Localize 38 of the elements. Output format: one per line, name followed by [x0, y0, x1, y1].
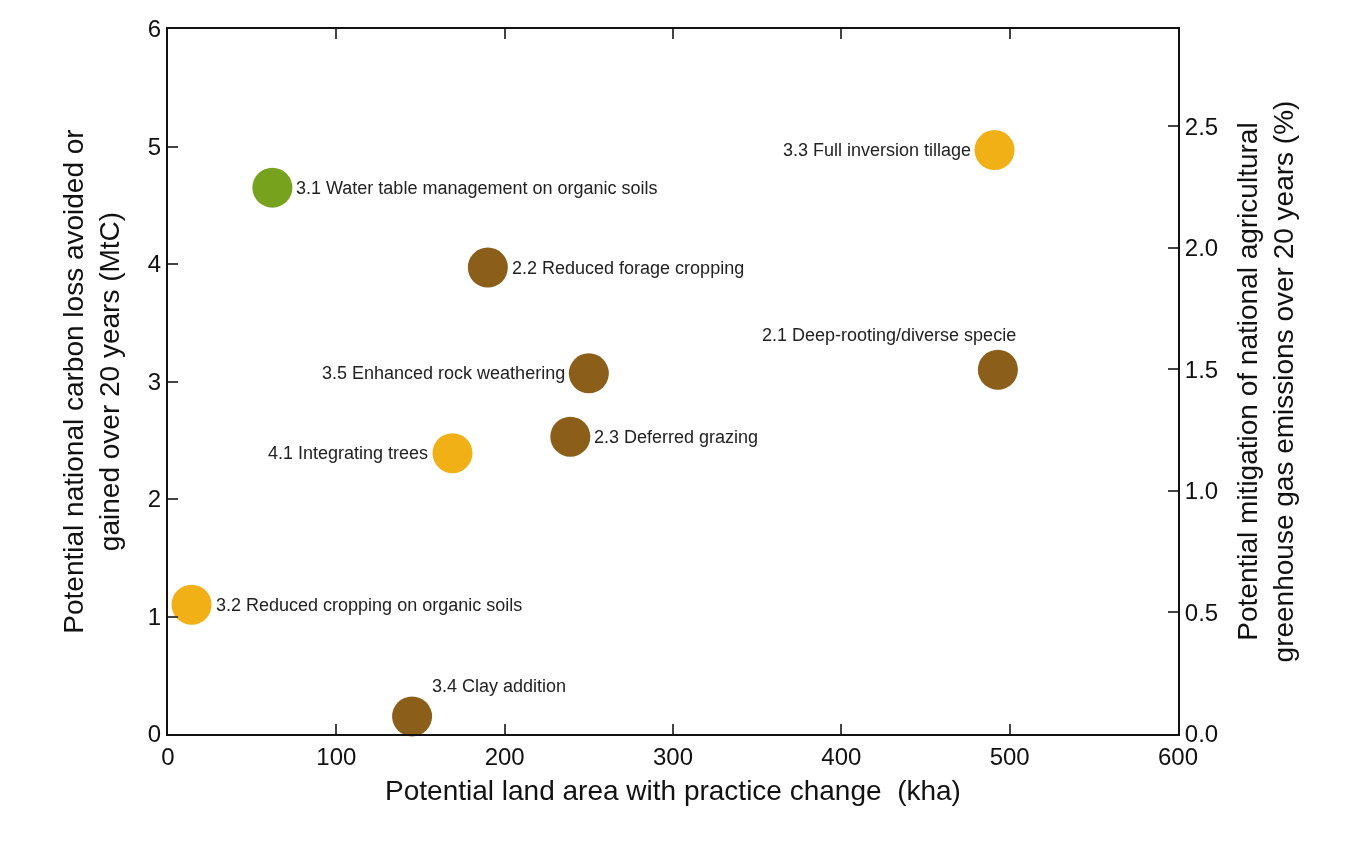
y-tick-label: 2: [147, 485, 162, 513]
x-axis-title: Potential land area with practice change (kha): [385, 775, 961, 807]
y-tick-label: 4: [147, 250, 162, 278]
annotation: 2.2 Reduced forage cropping: [512, 258, 745, 278]
y2-tick-label: 1.5: [1184, 355, 1219, 383]
annotation: 2.1 Deep-rooting/diverse specie: [762, 325, 1017, 345]
annotation: 3.3 Full inversion tillage: [783, 140, 972, 160]
point: [568, 353, 609, 394]
y2-tick-label: 0.5: [1184, 598, 1219, 626]
point: [392, 696, 433, 737]
y-tick-label: 3: [147, 367, 162, 395]
point: [467, 247, 508, 288]
annotation: 3.4 Clay addition: [432, 676, 567, 696]
point: [977, 349, 1018, 390]
y-tick-label: 1: [147, 602, 162, 630]
y2-axis-title: Potential mitigation of national agricultural greenhouse gas emissions over 20 years (%): [1231, 100, 1300, 663]
point: [171, 584, 212, 625]
point: [432, 433, 473, 474]
x-tick-label: 400: [821, 742, 862, 770]
x-tick-label: 100: [316, 742, 357, 770]
y-tick-label: 6: [147, 15, 162, 43]
y2-tick-label: 2.0: [1184, 234, 1219, 262]
y2-tick-label: 1.0: [1184, 477, 1219, 505]
x-tick-label: 200: [484, 742, 525, 770]
x-tick-label: 300: [652, 742, 694, 770]
annotation: 3.1 Water table management on organic soils: [296, 178, 658, 198]
annotation: 3.2 Reduced cropping on organic soils: [216, 595, 523, 615]
y-tick-label: 0: [147, 720, 162, 748]
y-axis-title: Potential national carbon loss avoided or gained over 20 years (MtC): [57, 129, 126, 634]
annotation: 2.3 Deferred grazing: [594, 427, 759, 447]
point: [252, 167, 293, 208]
y2-tick-label: 2.5: [1184, 112, 1219, 140]
point: [974, 130, 1015, 170]
annotation: 4.1 Integrating trees: [268, 443, 429, 463]
annotation: 3.5 Enhanced rock weathering: [322, 363, 566, 383]
x-tick-label: 500: [989, 742, 1030, 770]
point: [550, 416, 591, 457]
y-tick-label: 5: [147, 132, 162, 160]
